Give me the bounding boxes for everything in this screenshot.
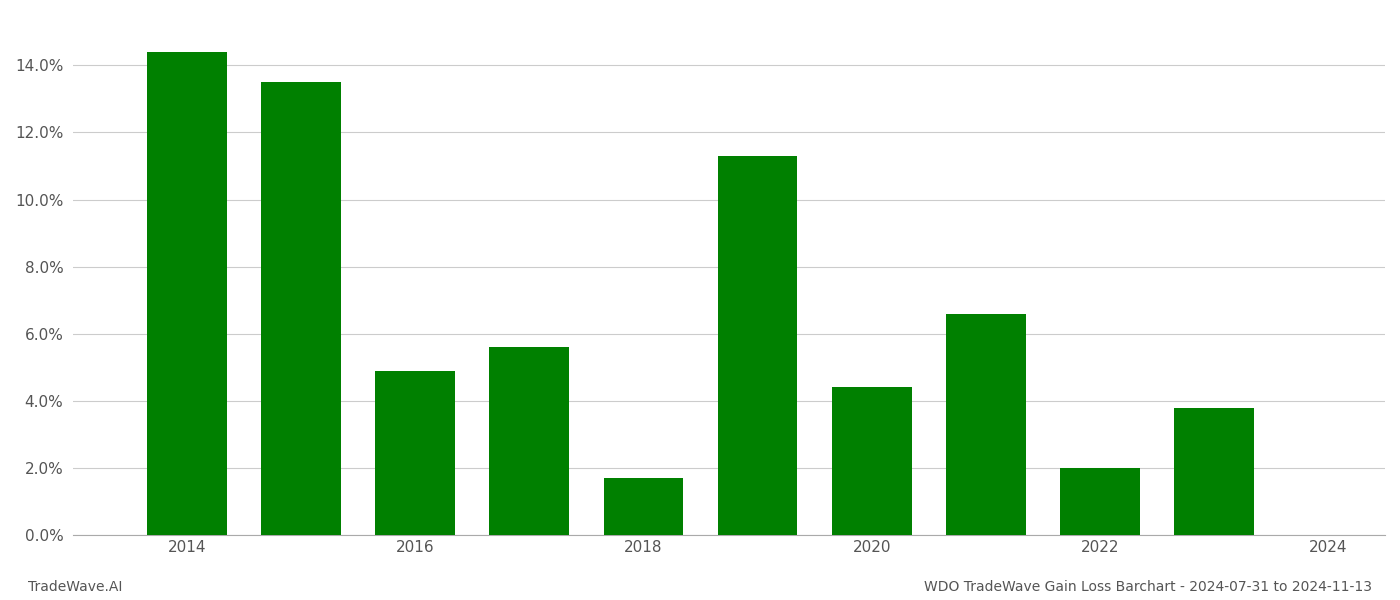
Bar <box>832 388 911 535</box>
Bar <box>490 347 570 535</box>
Bar <box>147 52 227 535</box>
Bar <box>603 478 683 535</box>
Bar <box>1175 407 1254 535</box>
Bar <box>946 314 1026 535</box>
Bar <box>262 82 342 535</box>
Text: TradeWave.AI: TradeWave.AI <box>28 580 122 594</box>
Bar <box>718 156 798 535</box>
Bar <box>1060 468 1140 535</box>
Bar <box>375 371 455 535</box>
Text: WDO TradeWave Gain Loss Barchart - 2024-07-31 to 2024-11-13: WDO TradeWave Gain Loss Barchart - 2024-… <box>924 580 1372 594</box>
